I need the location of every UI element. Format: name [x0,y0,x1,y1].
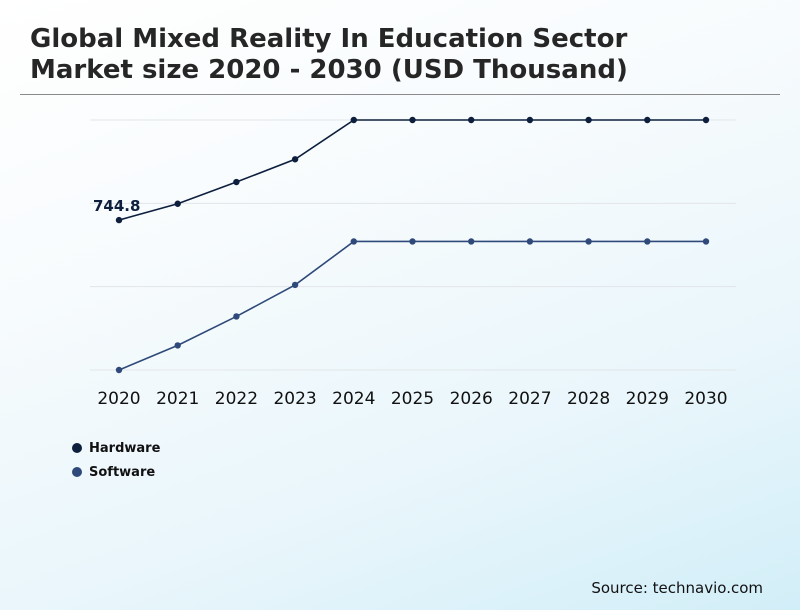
data-point-software [468,238,475,245]
legend-dot-software [72,467,82,477]
x-tick-label: 2028 [567,389,610,409]
data-point-software [291,281,299,289]
x-tick-label: 2027 [508,389,551,409]
data-point-hardware [702,116,710,124]
title-divider [20,94,780,95]
x-tick-label: 2022 [215,389,258,409]
chart-title-line-2: Market size 2020 - 2030 (USD Thousand) [30,55,628,85]
legend-label-software: Software [89,464,156,480]
data-point-hardware [409,116,416,124]
x-tick-label: 2030 [684,389,727,409]
legend-item-software: Software [72,460,160,484]
chart-title: Global Mixed Reality In Education Sector… [30,24,770,86]
x-tick-label: 2020 [97,389,140,409]
data-point-hardware [644,116,651,124]
x-tick-label: 2024 [332,389,375,409]
series-line-software [118,240,706,371]
legend-label-hardware: Hardware [89,440,161,456]
data-point-software [174,342,181,349]
data-point-software [409,238,416,245]
x-tick-label: 2026 [450,389,493,409]
legend-dot-hardware [72,443,82,453]
data-point-hardware [468,116,475,124]
x-tick-label: 2029 [626,389,669,409]
data-point-software [585,238,592,245]
data-point-hardware [115,216,123,224]
data-point-hardware [350,116,357,124]
data-point-hardware [585,116,592,124]
data-point-software [644,238,651,245]
series-line-hardware [118,119,706,221]
data-point-software [526,238,534,245]
source-credit: Source: technavio.com [591,579,763,597]
data-point-software [350,238,357,245]
data-point-hardware [233,178,240,186]
data-label: 744.8 [93,197,140,215]
legend-item-hardware: Hardware [72,436,160,460]
data-point-software [702,238,710,245]
data-point-software [115,366,123,374]
chart-title-line-1: Global Mixed Reality In Education Sector [30,24,628,54]
data-point-hardware [291,156,299,163]
data-point-software [233,313,240,320]
x-tick-label: 2025 [391,389,434,409]
x-tick-label: 2023 [273,389,316,409]
x-tick-label: 2021 [156,389,199,409]
data-point-hardware [174,200,181,207]
data-point-hardware [526,116,534,124]
legend: Hardware Software [72,436,160,484]
